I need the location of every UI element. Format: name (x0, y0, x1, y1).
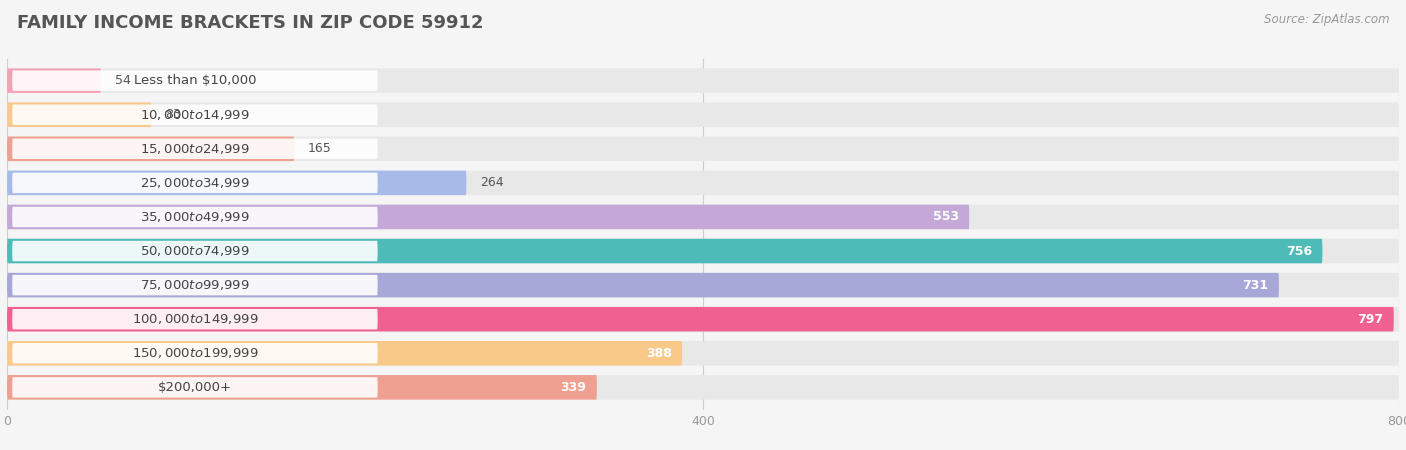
FancyBboxPatch shape (7, 136, 294, 161)
FancyBboxPatch shape (13, 173, 378, 193)
Text: 264: 264 (481, 176, 503, 189)
Text: $35,000 to $49,999: $35,000 to $49,999 (141, 210, 250, 224)
FancyBboxPatch shape (13, 343, 378, 364)
FancyBboxPatch shape (7, 171, 467, 195)
FancyBboxPatch shape (7, 171, 1399, 195)
Text: 731: 731 (1243, 279, 1268, 292)
Text: 797: 797 (1357, 313, 1384, 326)
FancyBboxPatch shape (7, 103, 1399, 127)
FancyBboxPatch shape (7, 205, 969, 229)
FancyBboxPatch shape (13, 104, 378, 125)
Text: $50,000 to $74,999: $50,000 to $74,999 (141, 244, 250, 258)
FancyBboxPatch shape (7, 273, 1279, 297)
FancyBboxPatch shape (13, 241, 378, 261)
FancyBboxPatch shape (7, 341, 682, 365)
FancyBboxPatch shape (7, 375, 1399, 400)
Text: $200,000+: $200,000+ (157, 381, 232, 394)
FancyBboxPatch shape (7, 307, 1399, 332)
Text: $75,000 to $99,999: $75,000 to $99,999 (141, 278, 250, 292)
FancyBboxPatch shape (13, 139, 378, 159)
FancyBboxPatch shape (13, 71, 378, 91)
FancyBboxPatch shape (7, 375, 598, 400)
FancyBboxPatch shape (7, 68, 1399, 93)
FancyBboxPatch shape (13, 207, 378, 227)
FancyBboxPatch shape (7, 103, 152, 127)
FancyBboxPatch shape (7, 136, 1399, 161)
Text: 756: 756 (1286, 244, 1312, 257)
FancyBboxPatch shape (7, 205, 1399, 229)
FancyBboxPatch shape (7, 307, 1393, 332)
FancyBboxPatch shape (13, 309, 378, 329)
Text: 165: 165 (308, 142, 332, 155)
Text: 54: 54 (115, 74, 131, 87)
Text: $100,000 to $149,999: $100,000 to $149,999 (132, 312, 259, 326)
FancyBboxPatch shape (7, 273, 1399, 297)
Text: Less than $10,000: Less than $10,000 (134, 74, 256, 87)
FancyBboxPatch shape (13, 377, 378, 397)
FancyBboxPatch shape (7, 68, 101, 93)
FancyBboxPatch shape (7, 341, 1399, 365)
Text: 553: 553 (932, 211, 959, 224)
Text: 388: 388 (645, 347, 672, 360)
Text: 339: 339 (561, 381, 586, 394)
Text: $10,000 to $14,999: $10,000 to $14,999 (141, 108, 250, 122)
Text: FAMILY INCOME BRACKETS IN ZIP CODE 59912: FAMILY INCOME BRACKETS IN ZIP CODE 59912 (17, 14, 484, 32)
Text: 83: 83 (166, 108, 181, 121)
Text: $150,000 to $199,999: $150,000 to $199,999 (132, 346, 259, 360)
FancyBboxPatch shape (13, 275, 378, 295)
Text: Source: ZipAtlas.com: Source: ZipAtlas.com (1264, 14, 1389, 27)
FancyBboxPatch shape (7, 239, 1323, 263)
FancyBboxPatch shape (7, 239, 1399, 263)
Text: $15,000 to $24,999: $15,000 to $24,999 (141, 142, 250, 156)
Text: $25,000 to $34,999: $25,000 to $34,999 (141, 176, 250, 190)
